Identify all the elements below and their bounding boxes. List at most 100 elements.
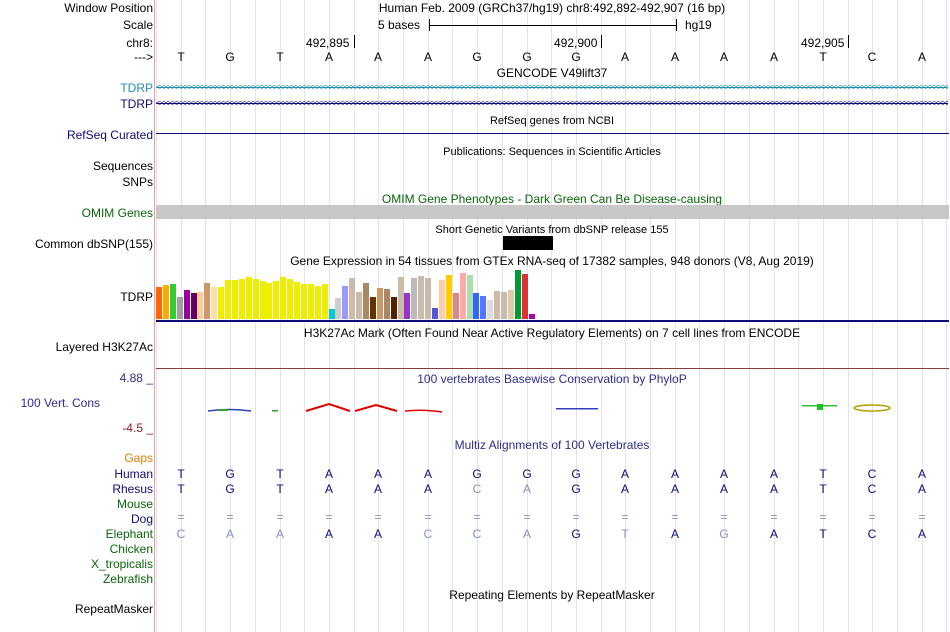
alignment-base: A [670, 467, 679, 481]
species-label-elephant[interactable]: Elephant [105, 527, 153, 541]
strand-arrow-label[interactable]: ---> [134, 50, 153, 64]
grid-line [724, 0, 725, 632]
multiz-gaps-label[interactable]: Gaps [124, 451, 153, 465]
gtex-tissue-bar[interactable] [162, 285, 169, 319]
layered-h3k27ac-label[interactable]: Layered H3K27Ac [55, 340, 153, 354]
species-label-rhesus[interactable]: Rhesus [112, 482, 153, 496]
gtex-tissue-bar[interactable] [294, 282, 300, 319]
gtex-tissue-bar[interactable] [425, 278, 432, 319]
gtex-tissue-bar[interactable] [507, 290, 514, 319]
gtex-tissue-bar[interactable] [176, 297, 183, 319]
species-label-x_tropicalis[interactable]: X_tropicalis [90, 557, 153, 571]
gtex-tissue-bar[interactable] [190, 293, 197, 319]
gtex-tissue-bar[interactable] [245, 277, 252, 319]
gtex-tissue-bar[interactable] [342, 286, 349, 319]
gtex-tissue-bar[interactable] [238, 279, 245, 319]
gtex-tissue-bar[interactable] [473, 293, 480, 319]
species-label-zebrafish[interactable]: Zebrafish [102, 572, 153, 586]
alignment-base: = [424, 510, 432, 524]
gtex-tissue-bar[interactable] [514, 270, 521, 319]
alignment-base: A [620, 467, 629, 481]
publications-sequences-label[interactable]: Sequences [92, 159, 153, 173]
position-tick-3: 492,905 [801, 36, 845, 50]
refseq-title: RefSeq genes from NCBI [489, 115, 615, 127]
gtex-tissue-bar[interactable] [397, 277, 404, 319]
omim-feature-bar[interactable] [156, 205, 949, 219]
alignment-base: = [177, 510, 185, 524]
gtex-tissue-bar[interactable] [376, 288, 383, 319]
publications-snps-label[interactable]: SNPs [122, 175, 153, 189]
gtex-tissue-bar[interactable] [197, 292, 204, 319]
gtex-tissue-bar[interactable] [328, 309, 335, 319]
gtex-tissue-bar[interactable] [363, 283, 369, 319]
species-label-human[interactable]: Human [114, 467, 153, 481]
gtex-tissue-bar[interactable] [521, 274, 528, 319]
gtex-tissue-bar[interactable] [266, 283, 273, 319]
common-dbsnp-label[interactable]: Common dbSNP(155) [34, 237, 153, 251]
gtex-tissue-bar[interactable] [383, 289, 390, 319]
alignment-base: A [620, 482, 629, 496]
gtex-tissue-bar[interactable] [307, 284, 314, 319]
gtex-tissue-bar[interactable] [349, 278, 356, 319]
species-label-dog[interactable]: Dog [130, 512, 153, 526]
gtex-tissue-bar[interactable] [300, 284, 307, 319]
gtex-tissue-bar[interactable] [432, 308, 438, 319]
alignment-base: T [621, 527, 629, 541]
gtex-tissue-bar[interactable] [494, 291, 501, 319]
gtex-tissue-bar[interactable] [183, 290, 190, 319]
gtex-tissue-bar[interactable] [418, 276, 425, 319]
gtex-tissue-bar[interactable] [466, 275, 473, 319]
gtex-title: Gene Expression in 54 tissues from GTEx … [290, 254, 814, 268]
refseq-gene-line[interactable] [156, 133, 949, 134]
gtex-gene-label[interactable]: TDRP [120, 290, 153, 304]
gtex-tissue-bar[interactable] [211, 287, 218, 319]
alignment-base: T [276, 467, 284, 481]
gtex-tissue-bar[interactable] [356, 292, 363, 319]
alignment-base: C [867, 527, 877, 541]
gtex-tissue-bar[interactable] [321, 284, 328, 319]
species-label-mouse[interactable]: Mouse [116, 497, 153, 511]
gtex-tissue-bar[interactable] [480, 296, 487, 319]
alignment-base: T [177, 467, 185, 481]
gtex-tissue-bar[interactable] [452, 293, 459, 319]
gtex-tissue-bar[interactable] [156, 287, 162, 319]
gtex-tissue-bar[interactable] [204, 283, 211, 319]
alignment-base: = [276, 510, 284, 524]
repeatmasker-label[interactable]: RepeatMasker [74, 602, 153, 616]
gtex-tissue-bar[interactable] [225, 280, 231, 319]
omim-genes-label[interactable]: OMIM Genes [81, 206, 153, 220]
gtex-bar-chart[interactable] [156, 268, 536, 319]
gtex-tissue-bar[interactable] [218, 287, 225, 319]
gtex-tissue-bar[interactable] [335, 298, 342, 319]
gtex-tissue-bar[interactable] [169, 284, 176, 319]
gtex-tissue-bar[interactable] [445, 275, 452, 319]
gtex-tissue-bar[interactable] [487, 300, 494, 319]
gtex-tissue-bar[interactable] [231, 280, 238, 319]
conservation-mark-2 [272, 410, 278, 412]
conservation-plot[interactable] [156, 395, 949, 420]
gtex-tissue-bar[interactable] [369, 297, 376, 319]
gtex-tissue-bar[interactable] [287, 279, 294, 319]
gtex-tissue-bar[interactable] [411, 278, 418, 319]
gtex-tissue-bar[interactable] [438, 280, 445, 319]
gencode-label-1[interactable]: TDRP [120, 81, 153, 95]
gtex-tissue-bar[interactable] [528, 314, 535, 319]
gtex-tissue-bar[interactable] [501, 292, 507, 319]
gtex-tissue-bar[interactable] [390, 297, 397, 319]
refseq-curated-label[interactable]: RefSeq Curated [66, 128, 153, 142]
gtex-tissue-bar[interactable] [459, 273, 466, 319]
dbsnp-variant-bar[interactable] [503, 236, 553, 250]
gtex-tissue-bar[interactable] [259, 281, 266, 319]
gtex-tissue-bar[interactable] [280, 277, 287, 319]
gtex-tissue-bar[interactable] [252, 279, 259, 319]
gencode-label-2[interactable]: TDRP [120, 97, 153, 111]
gtex-tissue-bar[interactable] [273, 281, 280, 319]
conservation-track-label[interactable]: 100 Vert. Cons [20, 396, 100, 410]
reference-base: T [276, 50, 284, 64]
alignment-base: A [324, 527, 333, 541]
alignment-base: G [225, 482, 235, 496]
gtex-tissue-bar[interactable] [404, 293, 411, 319]
gtex-tissue-bar[interactable] [314, 286, 321, 319]
species-label-chicken[interactable]: Chicken [109, 542, 153, 556]
alignment-base: A [670, 527, 679, 541]
